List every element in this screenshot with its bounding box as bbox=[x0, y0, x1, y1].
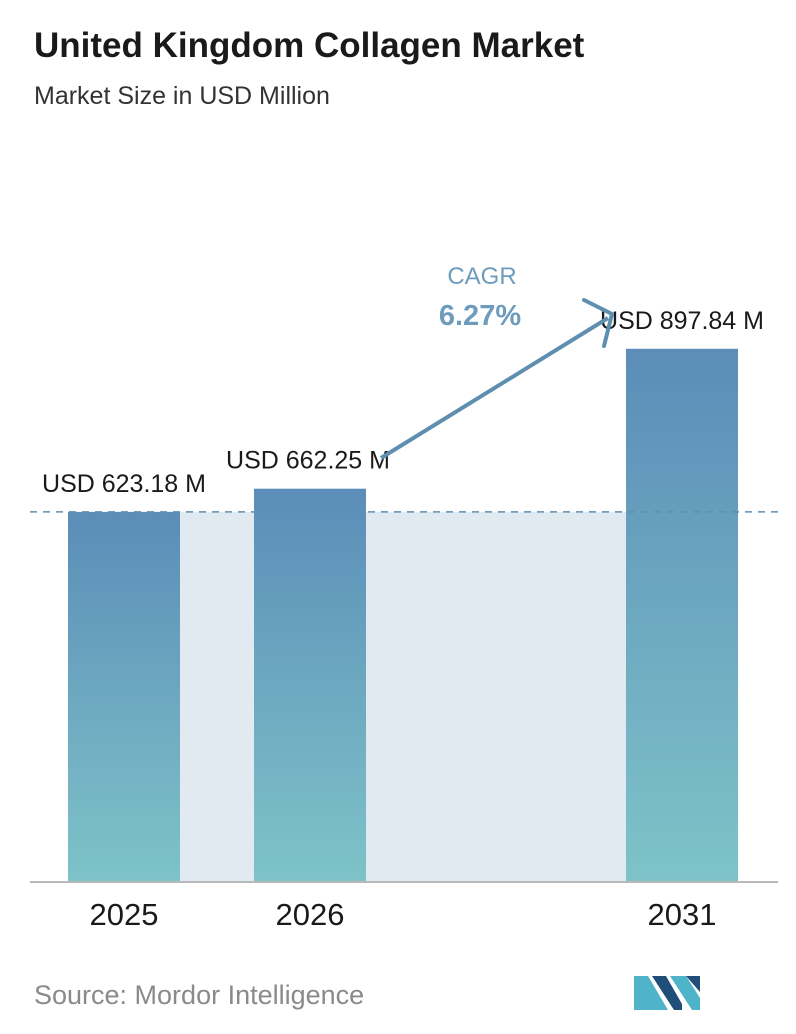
value-label-2031: USD 897.84 M bbox=[600, 307, 764, 335]
cagr-label: CAGR bbox=[447, 263, 516, 290]
x-tick-2026: 2026 bbox=[276, 897, 345, 932]
value-label-2025: USD 623.18 M bbox=[42, 470, 206, 498]
shaded-area bbox=[180, 511, 626, 882]
x-tick-labels: 2025 2026 2031 bbox=[90, 897, 717, 932]
bar-2031 bbox=[626, 348, 738, 882]
cagr-value: 6.27% bbox=[439, 300, 521, 332]
cagr-annotation: CAGR 6.27% bbox=[379, 263, 614, 460]
x-tick-2025: 2025 bbox=[90, 897, 159, 932]
bars bbox=[68, 348, 738, 882]
chart-subtitle: Market Size in USD Million bbox=[34, 82, 330, 110]
x-tick-2031: 2031 bbox=[648, 897, 717, 932]
source-text: Source: Mordor Intelligence bbox=[34, 980, 365, 1010]
value-label-2026: USD 662.25 M bbox=[226, 447, 390, 475]
cagr-arrowhead-icon bbox=[582, 298, 614, 348]
chart-title: United Kingdom Collagen Market bbox=[34, 26, 585, 65]
bar-2025 bbox=[68, 511, 180, 882]
bar-2026 bbox=[254, 488, 366, 882]
baseline-shade bbox=[180, 511, 626, 882]
mordor-intelligence-logo-icon bbox=[634, 976, 700, 1010]
value-labels: USD 623.18 M USD 662.25 M USD 897.84 M bbox=[42, 307, 764, 498]
cagr-arrow bbox=[379, 316, 610, 460]
